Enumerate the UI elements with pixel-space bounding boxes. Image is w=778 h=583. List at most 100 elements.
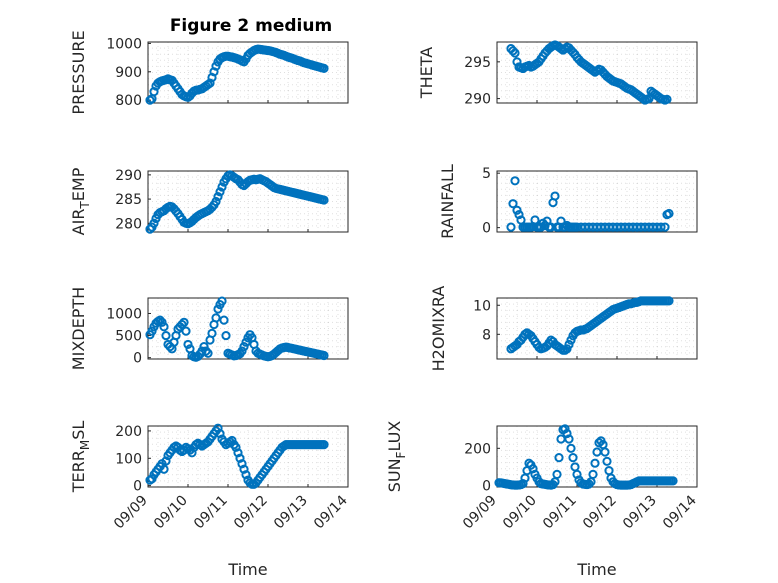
data-point — [668, 476, 678, 486]
data-point — [157, 317, 167, 327]
y-tick-label: 900 — [115, 65, 142, 81]
data-point — [211, 313, 221, 323]
data-point — [588, 469, 598, 479]
data-point — [231, 442, 241, 452]
data-point — [550, 191, 560, 201]
data-point — [566, 335, 576, 345]
data-point — [562, 344, 572, 354]
data-point — [183, 339, 193, 350]
data-point — [159, 464, 169, 474]
y-tick-label: 290 — [464, 92, 491, 108]
y-tick-label: 0 — [482, 221, 491, 237]
data-point — [215, 187, 225, 197]
y-tick-label: 100 — [115, 451, 142, 467]
subplot-h2omixra: 8 10 H2OMIXRA — [429, 286, 698, 372]
x-tick-label: 09/09 — [460, 493, 500, 533]
x-tick-label: 09/10 — [151, 493, 191, 533]
x-tick-label: 09/09 — [111, 493, 151, 533]
data-point — [600, 447, 610, 457]
axes-box — [496, 297, 698, 360]
data-point — [155, 315, 165, 325]
subplot-terr_msl: 0 100 200 09/09 09/10 09/11 09/12 09/13 09/14 Tim… — [69, 421, 351, 579]
data-point — [664, 296, 674, 306]
data-point — [217, 182, 227, 192]
data-point — [602, 456, 612, 466]
data-point — [201, 346, 211, 356]
data-point — [235, 453, 245, 463]
data-point — [213, 304, 223, 314]
y-tick-label: 200 — [115, 424, 142, 440]
x-tick-label: 09/14 — [660, 492, 700, 532]
y-tick-label: 8 — [482, 327, 491, 343]
y-tick-label: 5 — [482, 166, 491, 182]
data-point — [161, 456, 171, 466]
data-point — [564, 339, 574, 350]
x-tick-label: 09/12 — [231, 493, 271, 533]
data-point — [568, 453, 578, 463]
data-point — [149, 218, 159, 228]
subplot-theta: 290 295 THETA — [417, 40, 698, 108]
data-point — [514, 209, 524, 220]
data-point — [203, 348, 213, 358]
data-point — [660, 222, 670, 232]
data-point — [239, 342, 249, 352]
data-point — [147, 326, 157, 336]
y-axis-label: RAINFALL — [438, 164, 457, 239]
data-point — [664, 208, 674, 219]
data-point — [566, 443, 576, 453]
x-tick-label: 09/13 — [271, 493, 311, 533]
y-axis-label: MIXDEPTH — [69, 287, 88, 370]
subplot-air_temp: 280 285 290 AIRTEMP — [69, 167, 349, 235]
subplot-pressure: 800 900 1000 PRESSURE — [69, 30, 349, 115]
y-tick-label: 0 — [482, 479, 491, 495]
data-point — [237, 346, 247, 356]
data-point — [319, 63, 329, 73]
y-tick-label: 285 — [115, 192, 142, 208]
data-point — [510, 48, 520, 58]
data-point — [177, 319, 187, 330]
data-point — [207, 328, 217, 338]
data-point — [213, 192, 223, 202]
data-point — [179, 317, 189, 327]
data-point — [554, 453, 564, 463]
data-point — [159, 322, 169, 332]
y-tick-label: 280 — [115, 216, 142, 232]
data-point — [219, 315, 229, 325]
y-axis-label: H2OMIXRA — [429, 286, 448, 372]
data-point — [187, 448, 197, 458]
data-point — [656, 222, 666, 232]
data-point — [319, 440, 329, 450]
y-axis-label: SUNFLUX — [385, 421, 408, 493]
data-point — [508, 46, 518, 56]
subplot-rainfall: 0 5 RAINFALL — [438, 164, 698, 239]
data-point — [233, 448, 243, 458]
y-axis-label: AIRTEMP — [69, 167, 92, 235]
x-tick-label: 09/10 — [500, 493, 540, 533]
data-point — [215, 429, 225, 439]
x-tick-label: 09/12 — [580, 493, 620, 533]
data-point — [319, 195, 329, 205]
data-point — [211, 196, 221, 207]
x-tick-label: 09/14 — [311, 492, 351, 532]
y-axis-label: TERRMSL — [69, 421, 92, 494]
y-tick-label: 295 — [464, 55, 491, 71]
x-tick-label: 09/11 — [540, 493, 580, 533]
data-point — [181, 326, 191, 336]
y-tick-label: 10 — [473, 298, 491, 314]
x-tick-label: 09/13 — [620, 493, 660, 533]
y-tick-label: 290 — [115, 168, 142, 184]
data-point — [508, 199, 518, 209]
y-axis-label: PRESSURE — [69, 30, 88, 114]
data-point — [512, 57, 522, 67]
y-axis-label: THETA — [417, 47, 436, 99]
data-point — [510, 176, 520, 186]
y-tick-label: 1000 — [106, 36, 142, 52]
data-point — [221, 330, 231, 341]
subplot-sun_flux: 0 200 09/09 09/10 09/11 09/12 09/13 09/14 Time SU… — [385, 421, 700, 579]
y-tick-label: 1000 — [106, 306, 142, 322]
figure-title: Figure 2 medium — [170, 16, 332, 36]
data-point — [590, 458, 600, 468]
data-point — [512, 205, 522, 215]
subplot-grid: 8 0 0 900 1000 PRESSURE 290 295 THETA 280 285 290 AI… — [69, 30, 700, 579]
